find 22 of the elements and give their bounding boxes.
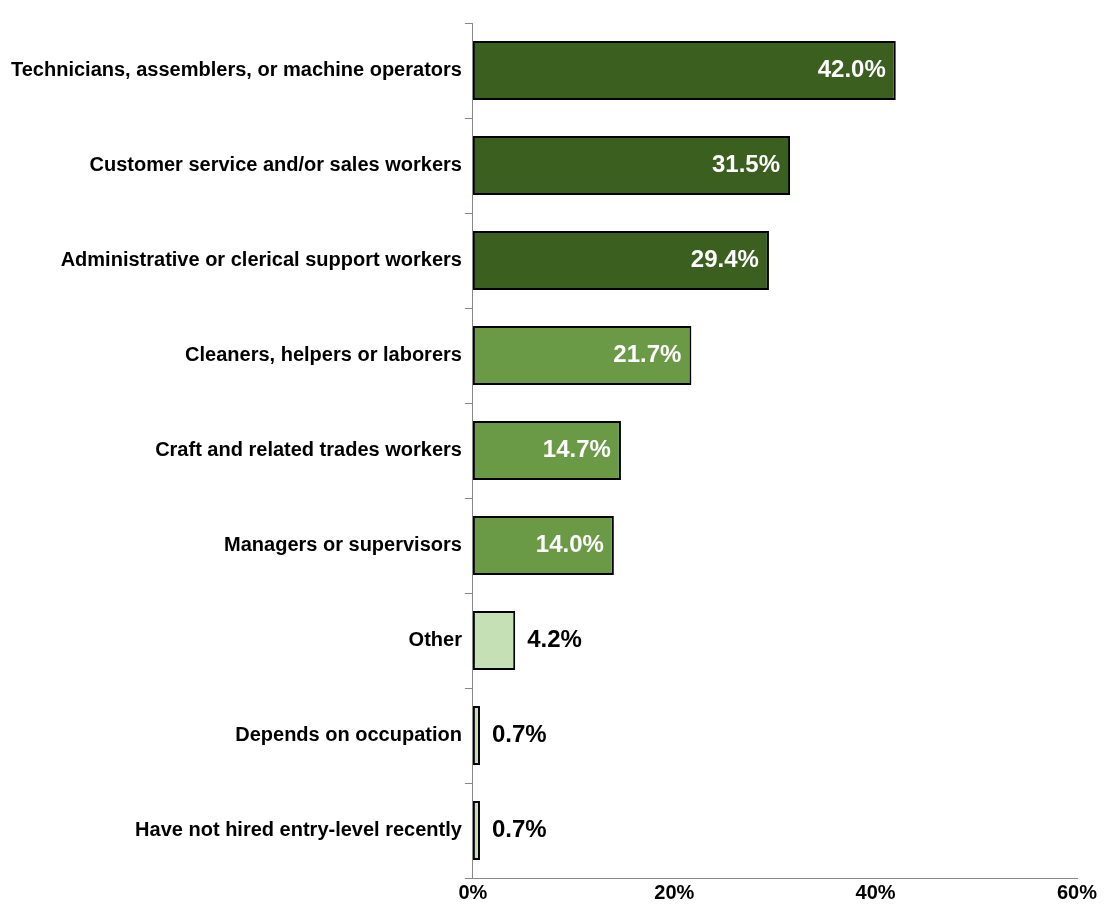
data-label: 42.0% [817,55,886,83]
data-label: 0.7% [491,720,547,748]
x-tick-label: 0% [458,880,488,903]
y-tick-label: Have not hired entry-level recently [135,818,463,841]
y-tick-label: Other [408,628,463,651]
y-tick-label: Depends on occupation [235,723,462,746]
data-label: 4.2% [527,625,582,653]
x-tick-label: 40% [855,880,896,903]
x-tick-label: 60% [1056,880,1098,903]
data-label: 31.5% [712,150,781,178]
data-label: 14.0% [535,530,604,558]
data-label: 0.7% [491,815,547,843]
y-tick-label: Managers or supervisors [224,533,462,556]
y-tick-label: Administrative or clerical support workers [60,248,462,271]
data-label: 29.4% [690,245,759,273]
y-tick-label: Technicians, assemblers, or machine operators [11,58,462,81]
y-tick-label: Customer service and/or sales workers [89,153,462,176]
x-tick-label: 20% [654,880,695,903]
data-label: 21.7% [613,340,682,368]
y-tick-label: Cleaners, helpers or laborers [185,343,462,366]
data-label: 14.7% [542,435,611,463]
y-tick-label: Craft and related trades workers [155,438,462,461]
